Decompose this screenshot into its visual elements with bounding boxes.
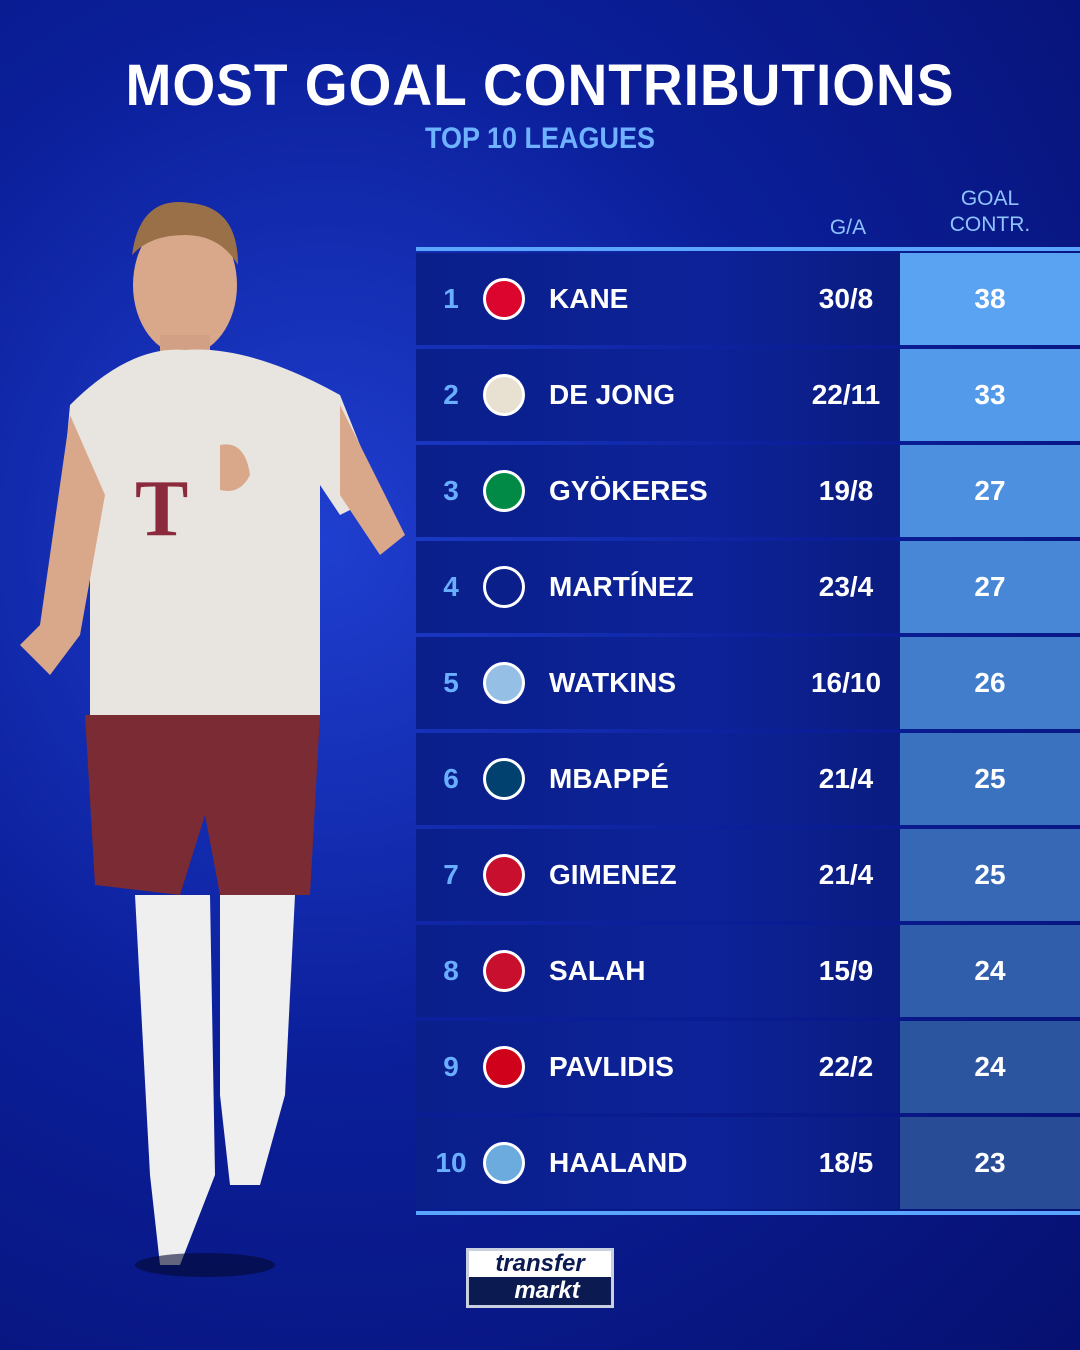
player-name: SALAH — [549, 955, 646, 986]
column-header-ga: G/A — [829, 216, 867, 239]
bayern-munich-crest-icon — [483, 278, 525, 320]
rank: 7 — [443, 859, 459, 890]
table-row: 5 WATKINS 16/10 26 — [416, 635, 1080, 731]
goal-contributions: 33 — [900, 349, 1080, 441]
page-subtitle: TOP 10 LEAGUES — [424, 122, 656, 155]
player-name: KANE — [549, 283, 629, 314]
inter-crest-icon — [483, 566, 525, 608]
player-name: HAALAND — [549, 1147, 688, 1178]
goals-assists: 30/8 — [818, 283, 874, 314]
player-name: DE JONG — [549, 379, 676, 410]
az-alkmaar-crest-icon — [483, 1046, 525, 1088]
transfermarkt-logo: transfer markt — [466, 1248, 614, 1308]
rank: 4 — [443, 571, 459, 602]
table-row: 9 PAVLIDIS 22/2 24 — [416, 1019, 1080, 1115]
player-name: GYÖKERES — [549, 475, 708, 506]
page-title: MOST GOAL CONTRIBUTIONS — [125, 53, 955, 118]
liverpool-crest-icon — [483, 950, 525, 992]
player-name: WATKINS — [549, 667, 677, 698]
goals-assists: 16/10 — [810, 667, 882, 698]
goals-assists: 19/8 — [818, 475, 874, 506]
manchester-city-crest-icon — [483, 1142, 525, 1184]
feyenoord-crest-icon — [483, 854, 525, 896]
table-row: 8 SALAH 15/9 24 — [416, 923, 1080, 1019]
rank: 1 — [443, 283, 459, 314]
goal-contributions: 25 — [900, 733, 1080, 825]
goal-contributions: 27 — [900, 445, 1080, 537]
rank: 10 — [435, 1147, 467, 1178]
svg-text:T: T — [135, 465, 188, 553]
column-header-line: GOAL — [960, 187, 1020, 210]
table-row: 10 HAALAND 18/5 23 — [416, 1115, 1080, 1211]
table-row: 7 GIMENEZ 21/4 25 — [416, 827, 1080, 923]
player-name: MARTÍNEZ — [549, 571, 694, 602]
psg-crest-icon — [483, 758, 525, 800]
goals-assists: 18/5 — [818, 1147, 874, 1178]
rank: 5 — [443, 667, 459, 698]
table-row: 6 MBAPPÉ 21/4 25 — [416, 731, 1080, 827]
rank: 6 — [443, 763, 459, 794]
table-row: 4 MARTÍNEZ 23/4 27 — [416, 539, 1080, 635]
rank: 9 — [443, 1051, 459, 1082]
goal-contributions: 24 — [900, 1021, 1080, 1113]
rank: 2 — [443, 379, 459, 410]
goal-contributions: 27 — [900, 541, 1080, 633]
sporting-cp-crest-icon — [483, 470, 525, 512]
goals-assists: 21/4 — [818, 763, 874, 794]
goals-assists: 21/4 — [818, 859, 874, 890]
rank: 8 — [443, 955, 459, 986]
goals-assists: 22/2 — [818, 1051, 874, 1082]
column-header-goal-contr: GOAL CONTR. — [900, 186, 1080, 238]
goals-assists: 22/11 — [811, 379, 881, 410]
goals-assists: 23/4 — [818, 571, 874, 602]
player-name: PAVLIDIS — [549, 1051, 674, 1082]
player-name: MBAPPÉ — [549, 763, 669, 794]
player-photo: T — [20, 202, 405, 1277]
table-row: 1 KANE 30/8 38 — [416, 251, 1080, 347]
goal-contributions: 38 — [900, 253, 1080, 345]
rankings-table: 1 KANE 30/8 38 2 DE JONG 22/11 33 3 GYÖK… — [416, 247, 1080, 1215]
rank: 3 — [443, 475, 459, 506]
player-name: GIMENEZ — [549, 859, 677, 890]
goal-contributions: 26 — [900, 637, 1080, 729]
column-header-line: CONTR. — [949, 213, 1031, 236]
goal-contributions: 23 — [900, 1117, 1080, 1209]
aston-villa-crest-icon — [483, 662, 525, 704]
goals-assists: 15/9 — [818, 955, 874, 986]
psv-crest-icon — [483, 374, 525, 416]
table-row: 3 GYÖKERES 19/8 27 — [416, 443, 1080, 539]
table-row: 2 DE JONG 22/11 33 — [416, 347, 1080, 443]
goal-contributions: 25 — [900, 829, 1080, 921]
goal-contributions: 24 — [900, 925, 1080, 1017]
